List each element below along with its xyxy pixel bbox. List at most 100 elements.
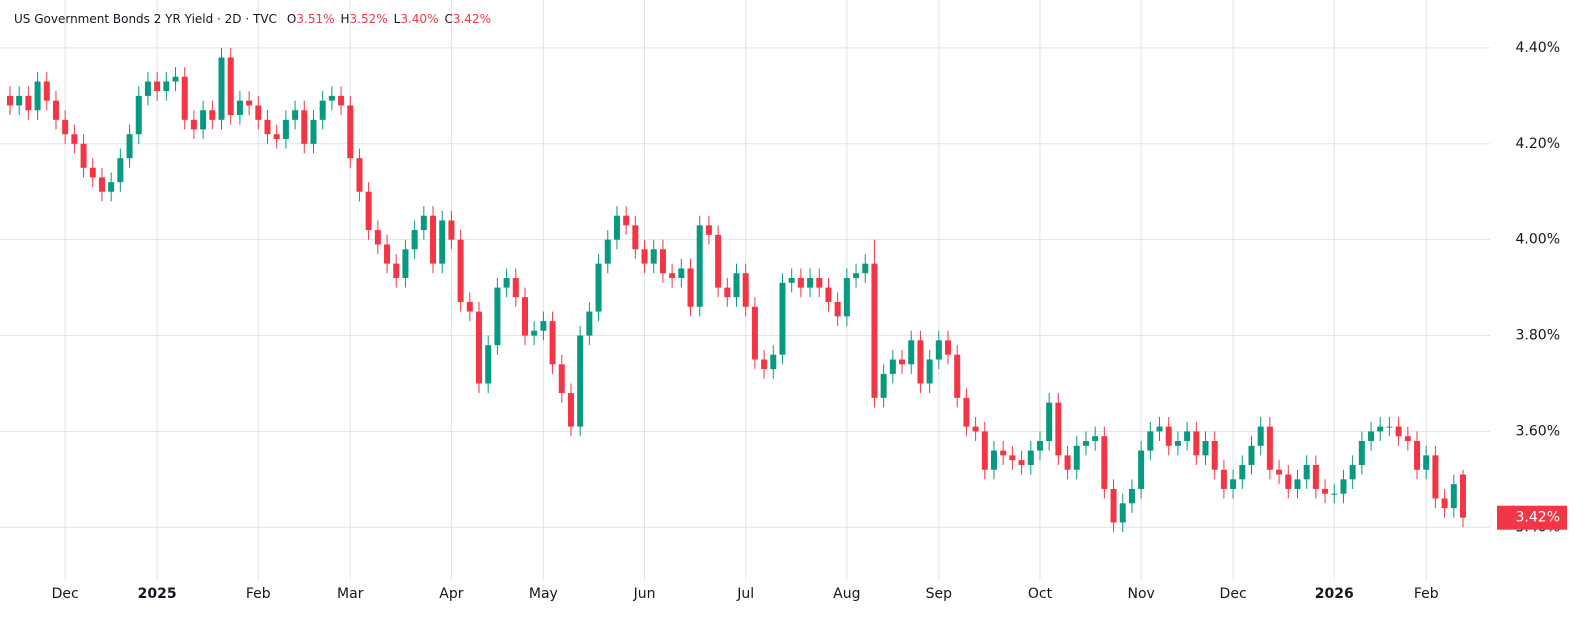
candle-body <box>264 119 271 135</box>
candle-body <box>954 354 961 398</box>
candle-body <box>604 239 611 264</box>
x-tick-label: 2025 <box>138 586 177 602</box>
x-tick-label: 2026 <box>1315 586 1354 602</box>
candle-body <box>181 76 188 120</box>
candle-body <box>163 81 170 92</box>
candle-body <box>1349 464 1356 480</box>
candle-body <box>1386 426 1393 428</box>
candle-body <box>724 287 731 298</box>
candle-body <box>1202 440 1209 456</box>
candle-body <box>1092 436 1099 441</box>
candle-body <box>319 100 326 120</box>
candle-body <box>200 110 207 130</box>
x-tick-label: Feb <box>246 586 271 602</box>
candle-body <box>80 143 87 168</box>
candle-body <box>439 220 446 264</box>
candle-body <box>595 263 602 312</box>
candle-body <box>356 158 363 192</box>
candle-body <box>347 105 354 159</box>
candle-body <box>1377 426 1384 432</box>
candle-body <box>1000 450 1007 456</box>
candle-body <box>577 335 584 427</box>
candle-body <box>1358 440 1365 465</box>
ohlc-value: 3.40% <box>400 12 438 26</box>
candle-body <box>1009 455 1016 461</box>
candle-body <box>292 110 299 120</box>
candle-body <box>1414 440 1421 470</box>
candle-body <box>273 134 280 140</box>
candle-body <box>705 225 712 235</box>
candle-body <box>981 431 988 470</box>
candle-body <box>945 340 952 355</box>
last-price-label: 3.42% <box>1516 510 1560 526</box>
candle-body <box>733 273 740 298</box>
candle-body <box>89 167 96 178</box>
candle-body <box>98 177 105 192</box>
candle-body <box>908 340 915 365</box>
candle-body <box>1368 431 1375 441</box>
candle-body <box>531 330 538 336</box>
candle-body <box>816 278 823 288</box>
candle-body <box>338 95 345 106</box>
candle-body <box>1055 402 1062 456</box>
x-tick-label: May <box>529 586 558 602</box>
candle-body <box>328 95 335 101</box>
candle-body <box>696 225 703 307</box>
header: US Government Bonds 2 YR Yield · 2D · TV… <box>14 12 491 26</box>
candle-body <box>430 215 437 264</box>
candle-body <box>825 287 832 302</box>
candle-body <box>172 76 179 82</box>
x-tick-label: Jul <box>736 586 754 602</box>
candle-body <box>1156 426 1163 432</box>
candle-body <box>1064 455 1071 470</box>
candle-body <box>567 393 574 427</box>
y-tick-label: 3.60% <box>1516 423 1560 439</box>
candle-body <box>834 301 841 317</box>
candle-body <box>7 95 13 106</box>
candle-body <box>1027 450 1034 465</box>
candle-body <box>34 81 41 111</box>
candle-body <box>586 311 593 336</box>
candle-body <box>1036 440 1043 451</box>
candle-body <box>117 158 124 183</box>
candle-body <box>558 364 565 394</box>
candle-body <box>246 100 253 106</box>
candle-body <box>880 373 887 398</box>
candle-body <box>402 249 409 279</box>
candle-body <box>1128 488 1135 504</box>
candle-body <box>742 273 749 307</box>
x-tick-label: Nov <box>1127 586 1154 602</box>
candle-body <box>365 191 372 231</box>
candle-body <box>1266 426 1273 470</box>
candle-body <box>632 225 639 250</box>
candle-body <box>761 359 768 370</box>
candle-body <box>457 239 464 302</box>
candle-body <box>485 345 492 384</box>
candle-body <box>1404 436 1411 441</box>
x-tick-label: Jun <box>633 586 656 602</box>
candle-body <box>650 249 657 264</box>
candle-body <box>843 278 850 317</box>
candle-body <box>807 278 814 288</box>
candle-body <box>218 57 225 120</box>
candle-body <box>1230 479 1237 489</box>
x-tick-label: Dec <box>1220 586 1247 602</box>
candle-body <box>889 359 896 374</box>
candle-body <box>71 134 78 144</box>
candle-body <box>384 244 391 264</box>
candle-body <box>641 249 648 264</box>
candle-body <box>154 81 161 92</box>
candle-body <box>623 215 630 226</box>
candle-body <box>52 100 59 120</box>
candle-body <box>1018 460 1025 465</box>
candle-body <box>227 57 234 116</box>
candle-body <box>1322 488 1329 494</box>
candle-body <box>715 234 722 288</box>
candle-body <box>917 340 924 384</box>
candle-body <box>62 119 69 135</box>
candle-body <box>301 110 308 144</box>
candle-body <box>853 273 860 279</box>
candle-body <box>963 397 970 427</box>
candle-body <box>411 230 418 250</box>
